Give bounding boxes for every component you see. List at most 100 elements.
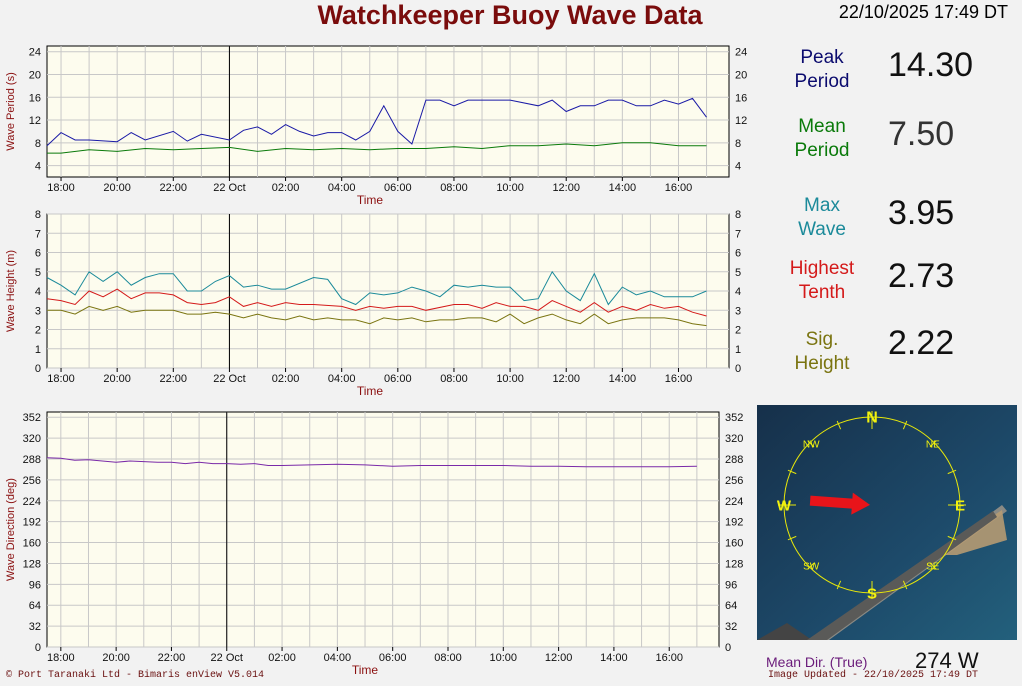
footer-copyright: © Port Taranaki Ltd - Bimaris enView V5.… xyxy=(6,670,265,681)
x-tick-label: 20:00 xyxy=(103,182,131,194)
y-tick-label-left: 256 xyxy=(23,475,41,487)
x-tick-label: 16:00 xyxy=(655,652,683,664)
series-line-1 xyxy=(47,142,707,154)
y-tick-label-right: 320 xyxy=(725,433,743,445)
y-tick-label-right: 288 xyxy=(725,454,743,466)
x-tick-label: 06:00 xyxy=(384,182,412,194)
y-tick-label-left: 160 xyxy=(23,538,41,550)
chart-panel-0: 4 4 8 8 12 12 16 16 20 20 24 24 18:00 20:00 22:00 22 Oc… xyxy=(5,45,747,207)
series-line-1 xyxy=(46,288,707,317)
y-tick-label-left: 20 xyxy=(29,69,41,81)
y-tick-label-left: 0 xyxy=(35,642,41,654)
compass-label-ne: NE xyxy=(926,440,940,451)
x-tick-label: 22 Oct xyxy=(213,182,245,194)
series-line-2 xyxy=(47,305,707,327)
mean-direction-value: 274 W xyxy=(915,648,979,673)
y-tick-label-right: 192 xyxy=(725,517,743,529)
x-tick-label: 14:00 xyxy=(609,182,637,194)
y-tick-label-left: 3 xyxy=(35,305,41,317)
compass-tick xyxy=(807,562,815,570)
x-tick-label: 04:00 xyxy=(328,182,356,194)
y-tick-label-right: 3 xyxy=(735,305,741,317)
x-tick-label: 20:00 xyxy=(102,652,130,664)
stat-label-line: Wave xyxy=(798,219,846,240)
x-tick-label: 04:00 xyxy=(324,652,352,664)
compass-label-n: N xyxy=(866,410,878,427)
compass-label-w: W xyxy=(777,497,792,514)
y-tick-label-right: 24 xyxy=(735,47,747,59)
y-tick-label-left: 24 xyxy=(29,47,41,59)
y-tick-label-left: 288 xyxy=(23,454,41,466)
y-tick-label-left: 224 xyxy=(23,496,41,508)
compass-tick xyxy=(902,420,908,430)
stat-label-line: Period xyxy=(794,71,850,92)
x-tick-label: 18:00 xyxy=(47,652,75,664)
y-tick-label-right: 224 xyxy=(725,496,743,508)
x-tick-label: 22:00 xyxy=(160,373,188,385)
y-tick-label-right: 2 xyxy=(735,325,741,337)
y-tick-label-right: 4 xyxy=(735,161,741,173)
compass-tick xyxy=(947,535,957,541)
stat-label-line: Period xyxy=(794,140,850,161)
y-tick-label-right: 12 xyxy=(735,115,747,127)
stat-highest-tenth-value: 2.73 xyxy=(888,257,955,295)
x-axis-title: Time xyxy=(352,663,379,677)
series-line-0 xyxy=(46,97,707,147)
stat-mean-period-value: 7.50 xyxy=(888,115,955,153)
x-tick-label: 22 Oct xyxy=(213,373,245,385)
y-tick-label-right: 32 xyxy=(725,621,737,633)
stat-highest-tenth-label: Highest Tenth xyxy=(767,257,877,305)
y-tick-label-left: 1 xyxy=(35,344,41,356)
x-tick-label: 08:00 xyxy=(440,373,468,385)
stat-label-line: Height xyxy=(794,353,850,374)
compass-label-sw: SW xyxy=(803,561,820,572)
header-datetime: 22/10/2025 17:49 DT xyxy=(838,2,1008,22)
y-tick-label-left: 64 xyxy=(29,600,41,612)
compass-tick xyxy=(787,535,797,541)
stat-label-line: Peak xyxy=(800,47,844,68)
x-tick-label: 02:00 xyxy=(272,182,300,194)
footer-updated: Image Updated - 22/10/2025 17:49 DT xyxy=(768,670,979,681)
y-tick-label-left: 5 xyxy=(35,267,41,279)
compass-tick xyxy=(929,562,937,570)
compass-label-s: S xyxy=(867,585,877,602)
stat-max-wave-label: Max Wave xyxy=(767,194,877,242)
direction-arrow xyxy=(809,492,871,515)
y-tick-label-left: 352 xyxy=(23,412,41,424)
stat-label-line: Mean xyxy=(798,116,846,137)
x-tick-label: 02:00 xyxy=(268,652,296,664)
direction-arrow-shape xyxy=(809,492,871,515)
compass-tick xyxy=(836,420,842,430)
y-tick-label-right: 64 xyxy=(725,600,737,612)
breakwater-road xyxy=(807,511,997,640)
x-tick-label: 02:00 xyxy=(272,373,300,385)
compass-label-se: SE xyxy=(926,561,940,572)
x-axis-title: Time xyxy=(357,384,384,398)
stat-peak-period-label: Peak Period xyxy=(767,46,877,94)
y-tick-label-right: 256 xyxy=(725,475,743,487)
stat-label-line: Tenth xyxy=(798,282,846,303)
y-tick-label-right: 20 xyxy=(735,69,747,81)
series-line-0 xyxy=(46,457,697,468)
y-tick-label-left: 8 xyxy=(35,209,41,221)
y-tick-label-right: 6 xyxy=(735,248,741,260)
compass-tick xyxy=(807,440,815,448)
stat-sig-height-value: 2.22 xyxy=(888,324,955,362)
y-tick-label-left: 0 xyxy=(35,363,41,375)
chart-panel-1: 0 0 1 1 2 2 3 3 4 4 5 5 6 6 7 7 8 8 18:00 20:00 22:00 22 Oct 0… xyxy=(5,209,741,398)
y-tick-label-left: 4 xyxy=(35,286,41,298)
y-tick-label-left: 7 xyxy=(35,228,41,240)
land-corner xyxy=(757,623,812,640)
plot-area xyxy=(46,411,720,648)
x-tick-label: 14:00 xyxy=(600,652,628,664)
stat-mean-period-label: Mean Period xyxy=(767,115,877,163)
x-tick-label: 18:00 xyxy=(47,373,75,385)
x-tick-label: 10:00 xyxy=(496,182,524,194)
y-tick-label-right: 352 xyxy=(725,412,743,424)
compass-label-nw: NW xyxy=(803,440,820,451)
plot-area xyxy=(46,45,730,178)
y-tick-label-left: 12 xyxy=(29,115,41,127)
x-tick-label: 06:00 xyxy=(384,373,412,385)
y-tick-label-right: 96 xyxy=(725,579,737,591)
x-tick-label: 06:00 xyxy=(379,652,407,664)
